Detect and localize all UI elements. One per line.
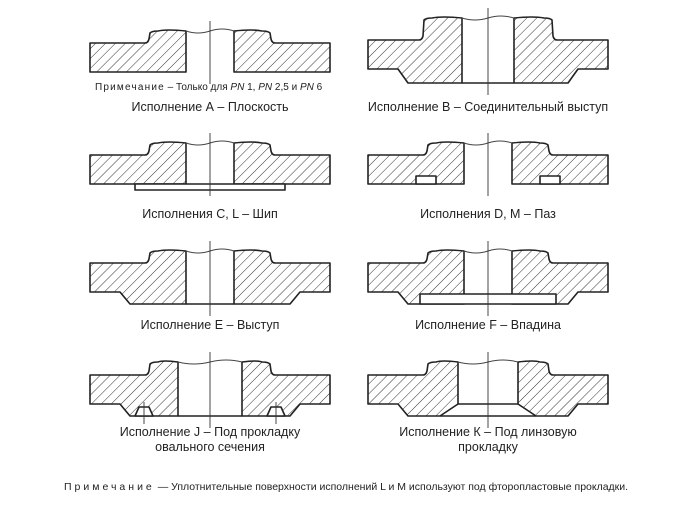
- flange-half-section: [233, 249, 331, 305]
- label-k: Исполнение К – Под линзовую прокладку: [399, 425, 577, 454]
- label-c: Исполнения С, L – Шип: [142, 207, 278, 221]
- flange-a: [89, 21, 331, 84]
- footnote: Примечание — Уплотнительные поверхности …: [64, 481, 629, 493]
- label-f: Исполнение F – Впадина: [415, 318, 561, 332]
- top-note: Примечание – Только для PN 1, PN 2,5 и P…: [95, 82, 323, 93]
- groove: [539, 175, 561, 185]
- flange-half-section: [517, 360, 609, 417]
- label-d: Исполнения D, M – Паз: [420, 207, 556, 221]
- flange-half-section: [367, 141, 465, 185]
- flange-half-section: [89, 249, 187, 305]
- flange-half-section: [89, 29, 187, 73]
- flange-half-section: [367, 249, 465, 305]
- flange-d: [367, 133, 609, 196]
- flange-half-section: [511, 141, 609, 185]
- flange-half-section: [367, 16, 463, 84]
- label-b: Исполнение В – Соединительный выступ: [367, 100, 609, 114]
- flange-half-section: [233, 29, 331, 73]
- flange-half-section: [233, 141, 331, 185]
- flange-half-section: [367, 360, 459, 417]
- flange-b: [367, 8, 609, 95]
- label-a: Исполнение А – Плоскость: [131, 100, 289, 114]
- flange-half-section: [513, 16, 609, 84]
- flange-j: [89, 352, 331, 428]
- flange-half-section: [89, 141, 187, 185]
- label-e: Исполнение Е – Выступ: [140, 318, 280, 332]
- flange-e: [89, 241, 331, 316]
- groove: [415, 175, 437, 185]
- flange-half-section: [241, 360, 331, 417]
- flange-f: [367, 241, 609, 316]
- label-j: Исполнение J – Под прокладку овального се…: [119, 425, 301, 454]
- flange-half-section: [511, 249, 609, 305]
- flange-half-section: [89, 360, 179, 417]
- flange-c: [89, 133, 331, 196]
- flange-k: [367, 352, 609, 428]
